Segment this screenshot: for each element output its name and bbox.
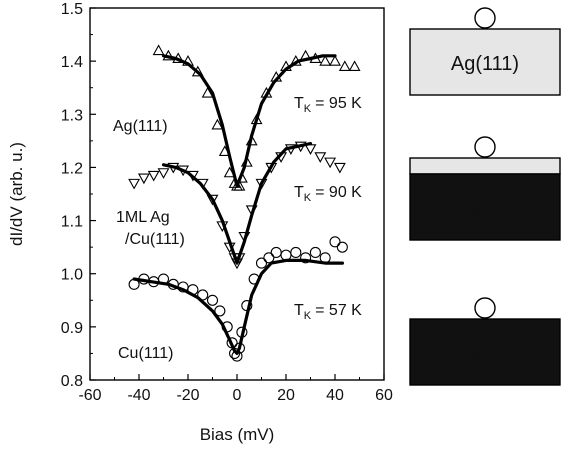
adatom-circle [474, 7, 496, 29]
data-point [157, 168, 170, 179]
data-point [309, 246, 321, 259]
x-axis-label: Bias (mV) [200, 425, 275, 444]
data-point [338, 60, 351, 72]
data-point [324, 157, 337, 169]
tk-annotation-ag: TK = 95 K [294, 95, 362, 115]
y-tick-label: 1.1 [61, 214, 83, 231]
overlayer-block [409, 157, 561, 175]
schematic-ag: Ag(111) [409, 7, 561, 96]
data-point [206, 294, 219, 306]
y-tick-label: 0.8 [61, 373, 83, 390]
series-label-1ml-line1: 1ML Ag [116, 209, 170, 226]
x-tick-label: -40 [127, 387, 150, 404]
data-point [206, 194, 219, 206]
data-point [336, 241, 348, 253]
series-group [152, 44, 361, 191]
x-tick-label: 60 [375, 387, 393, 404]
data-point [201, 86, 214, 98]
series-group [128, 236, 348, 362]
data-point [128, 178, 141, 190]
schematic-cu: Cu(111) [409, 297, 561, 386]
data-point [211, 118, 224, 130]
data-point [152, 44, 165, 56]
x-tick-label: 40 [326, 387, 344, 404]
data-point [290, 246, 302, 259]
data-point [319, 55, 332, 66]
data-point [255, 178, 268, 190]
data-point [348, 60, 361, 72]
substrate-label: Cu(111) [450, 202, 519, 224]
data-point [333, 162, 346, 174]
data-point [304, 144, 317, 155]
adatom-circle [474, 297, 496, 319]
substrate-block [409, 28, 561, 96]
substrate-block [409, 318, 561, 386]
axes: -60 -40 -20 0 20 40 60 0.8 0.9 1.0 1.1 1.2 1.3 1.4 1.5 [61, 1, 393, 404]
data-point [329, 55, 341, 66]
tk-annotation-cu: TK = 57 K [294, 302, 362, 322]
data-point [300, 252, 312, 264]
data-point [263, 252, 275, 264]
data-point [214, 305, 226, 317]
data-point [137, 173, 150, 185]
substrate-label: Ag(111) [451, 53, 519, 75]
y-tick-label: 1.5 [61, 1, 83, 18]
series-layer [128, 44, 361, 362]
tk-annotation-1ml: TK = 90 K [294, 184, 362, 204]
series-label-ag: Ag(111) [113, 118, 168, 135]
series-group [128, 141, 346, 270]
series-label-cu: Cu(111) [118, 345, 173, 362]
data-point [280, 249, 292, 261]
substrate-label: Cu(111) [450, 344, 519, 366]
y-tick-label: 1.2 [61, 160, 83, 177]
substrate-block [409, 173, 561, 241]
y-tick-label: 1.4 [61, 54, 83, 71]
data-point [147, 170, 160, 182]
x-tick-label: 20 [277, 387, 295, 404]
data-point [329, 236, 341, 248]
data-point [270, 246, 282, 259]
schematic-1ml-ag-cu: Cu(111) [409, 136, 561, 241]
fit-curve [161, 54, 337, 188]
data-point [314, 152, 327, 163]
x-tick-label: 0 [233, 387, 242, 404]
y-tick-label: 0.9 [61, 320, 83, 337]
fit-curve [161, 141, 313, 265]
x-tick-label: -20 [176, 387, 199, 404]
data-point [255, 257, 268, 269]
y-tick-label: 1.3 [61, 107, 83, 124]
adatom-circle [474, 136, 496, 158]
fit-curve [132, 258, 344, 355]
y-tick-label: 1.0 [61, 267, 83, 284]
series-label-1ml-line2: /Cu(111) [125, 231, 185, 248]
y-axis-label: dI/dV (arb. u.) [7, 142, 26, 246]
x-tick-label: -60 [78, 387, 101, 404]
